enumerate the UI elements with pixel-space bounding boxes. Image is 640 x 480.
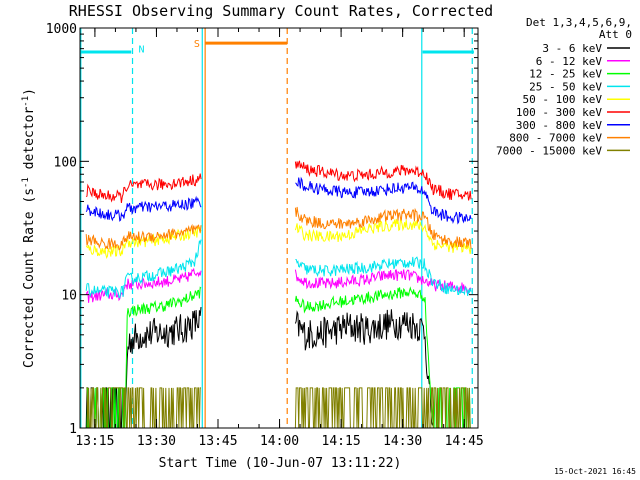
legend-header: Att 0 <box>599 28 632 41</box>
x-tick-label: 13:45 <box>198 434 237 449</box>
legend-entry: 6 - 12 keV <box>536 55 603 68</box>
legend-entry: 3 - 6 keV <box>542 42 602 55</box>
series-line <box>294 269 472 294</box>
series-line <box>294 387 471 429</box>
chart-title: RHESSI Observing Summary Count Rates, Co… <box>69 2 493 20</box>
series-line <box>85 239 202 299</box>
legend-entry: 100 - 300 keV <box>516 106 602 119</box>
y-axis-label-part1: Corrected Count Rate (s <box>22 188 37 368</box>
legend-header: Det 1,3,4,5,6,9, <box>526 16 632 29</box>
y-axis-label: Corrected Count Rate (s-1 detector-1) <box>21 88 37 368</box>
series-line <box>86 387 201 429</box>
y-axis-label-part2: detector <box>22 107 37 178</box>
footer-timestamp: 15-Oct-2021 16:45 <box>554 467 636 476</box>
series-line <box>294 160 472 201</box>
annotation-label: N <box>139 45 145 56</box>
x-tick-label: 14:45 <box>445 434 484 449</box>
legend-entry: 25 - 50 keV <box>529 80 602 93</box>
x-tick-label: 13:30 <box>137 434 176 449</box>
x-axis-label: Start Time (10-Jun-07 13:11:22) <box>159 456 402 471</box>
y-axis-label-sup1: -1 <box>21 177 31 188</box>
y-tick-label: 100 <box>54 155 77 170</box>
y-tick-label: 1000 <box>46 22 77 37</box>
legend-entry: 50 - 100 keV <box>523 93 603 106</box>
series-line <box>294 218 472 255</box>
legend-entry: 7000 - 15000 keV <box>496 144 602 157</box>
x-tick-label: 14:00 <box>260 434 299 449</box>
x-tick-label: 14:30 <box>383 434 422 449</box>
x-tick-label: 14:15 <box>322 434 361 449</box>
legend-entry: 800 - 7000 keV <box>509 132 602 145</box>
y-axis-label-part3: ) <box>22 88 37 96</box>
series-line <box>85 223 202 251</box>
series-line <box>85 195 202 222</box>
x-tick-label: 13:15 <box>75 434 114 449</box>
plot-frame <box>79 27 479 429</box>
series-line <box>294 309 433 426</box>
legend-entry: 12 - 25 keV <box>529 68 602 81</box>
annotation-label: S <box>194 39 200 50</box>
y-axis-label-sup2: -1 <box>21 96 31 107</box>
series-line <box>295 256 472 296</box>
axes: 1 10 100 1000 13:15 13:30 13:45 14:00 14:15 14:30… <box>46 22 484 449</box>
legend-entry: 300 - 800 keV <box>516 119 602 132</box>
series-line <box>295 176 472 225</box>
y-tick-label: 1 <box>69 422 77 437</box>
series-line <box>85 173 202 203</box>
y-tick-label: 10 <box>61 289 77 304</box>
plot-area: NS <box>80 28 474 429</box>
series-line <box>294 206 472 249</box>
